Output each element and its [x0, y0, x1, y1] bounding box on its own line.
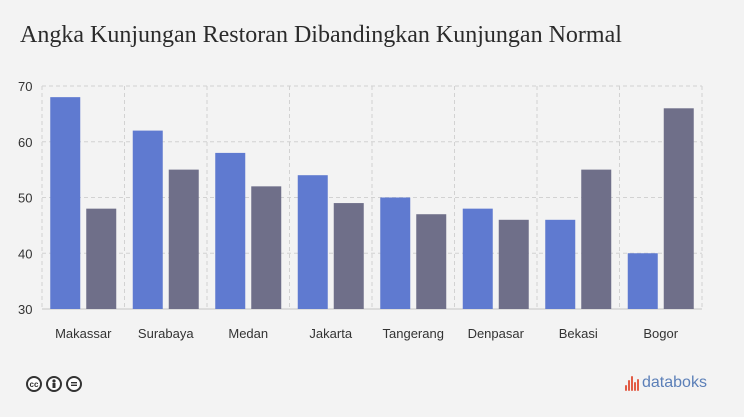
- y-tick-label: 30: [18, 302, 32, 317]
- chart-title: Angka Kunjungan Restoran Dibandingkan Ku…: [20, 22, 622, 48]
- bar: [168, 169, 199, 309]
- y-tick-label: 50: [18, 191, 32, 206]
- bar: [498, 219, 529, 309]
- bar: [581, 169, 612, 309]
- x-tick-label: Surabaya: [138, 326, 194, 341]
- bar: [297, 175, 328, 309]
- x-tick-label: Tangerang: [383, 326, 444, 341]
- y-tick-label: 60: [18, 135, 32, 150]
- bar: [380, 197, 411, 309]
- y-tick-label: 40: [18, 246, 32, 261]
- bar: [416, 214, 447, 309]
- bar: [545, 219, 576, 309]
- bar: [132, 130, 163, 309]
- bar: [663, 108, 694, 309]
- bar: [50, 97, 81, 310]
- bar: [251, 186, 282, 309]
- license-icons: cc: [26, 376, 82, 392]
- x-tick-label: Jakarta: [309, 326, 352, 341]
- x-tick-label: Bekasi: [559, 326, 598, 341]
- databoks-logo[interactable]: databoks: [625, 374, 707, 392]
- x-tick-label: Bogor: [643, 326, 678, 341]
- bar: [462, 208, 493, 309]
- brand-name: databoks: [642, 374, 707, 391]
- bar: [86, 208, 117, 309]
- y-tick-label: 70: [18, 79, 32, 94]
- x-tick-label: Makassar: [55, 326, 112, 341]
- attribution-person-icon: [46, 376, 62, 392]
- bar: [627, 253, 658, 309]
- no-derivatives-icon: [66, 376, 82, 392]
- x-tick-label: Medan: [228, 326, 268, 341]
- creative-commons-icon: cc: [26, 376, 42, 392]
- databoks-mark-icon: [625, 375, 639, 391]
- bar: [333, 203, 364, 309]
- bar: [215, 152, 246, 309]
- x-tick-label: Denpasar: [468, 326, 525, 341]
